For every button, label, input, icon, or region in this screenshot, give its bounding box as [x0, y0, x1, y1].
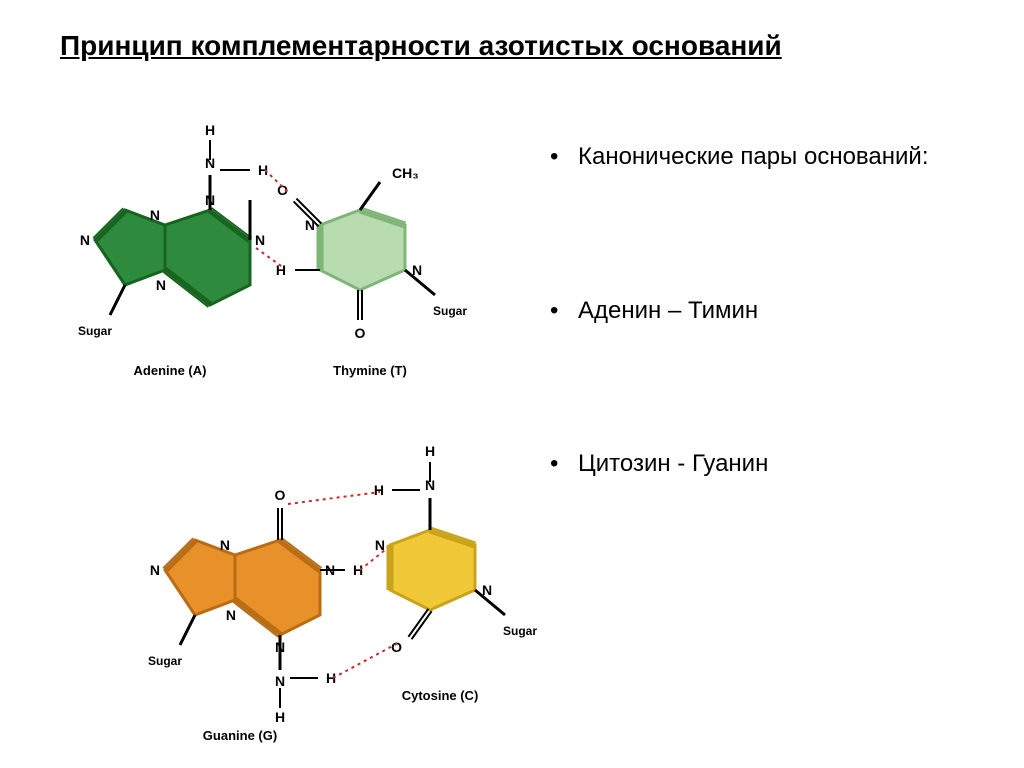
svg-text:H: H [205, 122, 215, 138]
svg-text:N: N [80, 232, 90, 248]
guanine-cytosine-diagram: NNNNNSugarOHNHHNNNHHOSugarGuanine (G)Cyt… [110, 420, 610, 750]
svg-text:H: H [425, 443, 435, 459]
svg-text:N: N [150, 562, 160, 578]
svg-text:Guanine (G): Guanine (G) [203, 728, 277, 743]
svg-text:Thymine (T): Thymine (T) [333, 363, 407, 378]
svg-text:N: N [275, 673, 285, 689]
bullet-1: Канонические пары оснований: [550, 140, 980, 174]
svg-text:O: O [355, 325, 366, 341]
svg-text:Sugar: Sugar [433, 304, 467, 318]
svg-text:Cytosine (C): Cytosine (C) [402, 688, 479, 703]
adenine-thymine-diagram: NNNNNSugarNHHNNOOCH₃HSugarAdenine (A)Thy… [40, 110, 540, 410]
svg-text:N: N [255, 232, 265, 248]
bullet-2: Аденин – Тимин [550, 294, 980, 328]
svg-text:Sugar: Sugar [503, 624, 537, 638]
svg-text:N: N [226, 607, 236, 623]
svg-text:Adenine (A): Adenine (A) [134, 363, 207, 378]
svg-text:H: H [374, 482, 384, 498]
svg-text:H: H [276, 262, 286, 278]
svg-text:H: H [353, 562, 363, 578]
svg-text:N: N [156, 277, 166, 293]
svg-text:Sugar: Sugar [148, 654, 182, 668]
svg-text:N: N [150, 207, 160, 223]
svg-text:N: N [220, 537, 230, 553]
svg-text:O: O [275, 487, 286, 503]
svg-text:H: H [258, 162, 268, 178]
svg-text:O: O [391, 639, 402, 655]
svg-text:H: H [275, 709, 285, 725]
svg-text:Sugar: Sugar [78, 324, 112, 338]
bullet-list: Канонические пары оснований: Аденин – Ти… [550, 140, 980, 601]
page-title: Принцип комплементарности азотистых осно… [60, 30, 782, 62]
svg-text:CH₃: CH₃ [392, 165, 419, 181]
svg-text:N: N [305, 217, 315, 233]
bullet-3: Цитозин - Гуанин [550, 447, 980, 481]
